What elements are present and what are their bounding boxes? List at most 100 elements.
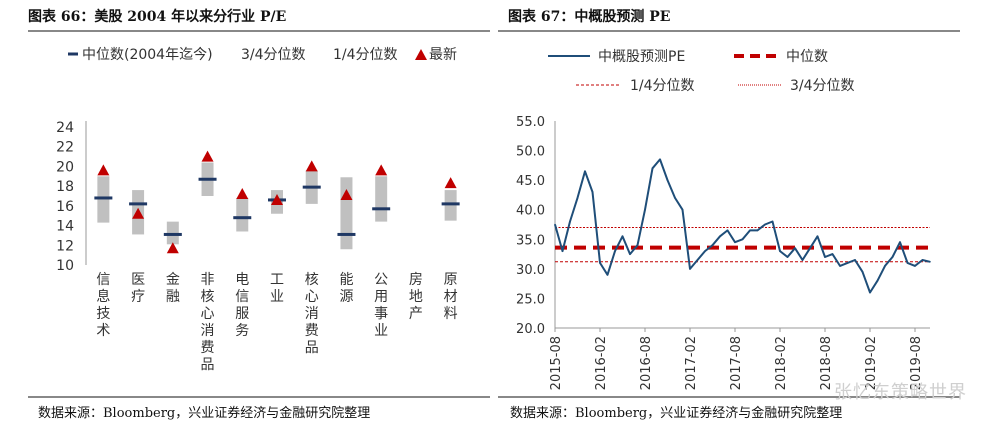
data-point	[824, 256, 826, 258]
median-mark	[129, 202, 148, 206]
data-point	[644, 208, 646, 211]
data-point	[554, 223, 556, 226]
data-point	[891, 256, 894, 258]
median-mark	[163, 232, 182, 236]
quartile-band	[375, 176, 388, 222]
series-line-pe	[554, 158, 931, 294]
category-label-char: 疗	[131, 289, 145, 305]
median-mark	[337, 232, 356, 236]
data-point	[869, 291, 871, 294]
data-point	[719, 235, 721, 238]
right-source-text: 数据来源：Bloomberg，兴业证券经济与金融研究院整理	[510, 406, 843, 421]
median-mark	[441, 202, 460, 206]
category-label-char: 业	[270, 289, 284, 305]
median-mark	[233, 216, 252, 220]
data-point	[726, 229, 729, 232]
data-point	[831, 253, 834, 255]
median-mark	[372, 207, 391, 211]
legend-series-label: 中概股预测PE	[598, 49, 685, 65]
category-label-char: 技	[96, 306, 110, 322]
latest-marker	[132, 207, 145, 219]
y-tick-label: 50.0	[516, 145, 545, 160]
data-point	[861, 271, 864, 273]
quartile-band	[340, 177, 353, 250]
data-point	[606, 273, 609, 276]
left-title-rule	[28, 30, 490, 32]
y-tick-label: 10	[56, 258, 74, 274]
y-tick-label: 25.0	[516, 292, 545, 307]
y-tick-label: 24	[56, 120, 74, 136]
category-label-char: 信	[235, 289, 249, 305]
category-label-char: 材	[444, 289, 458, 305]
category-label-char: 料	[444, 306, 458, 322]
y-tick-label: 20.0	[516, 322, 545, 337]
category-label-char: 医	[131, 272, 145, 288]
data-point	[854, 259, 856, 261]
data-point	[839, 265, 841, 267]
median-mark	[94, 196, 113, 200]
data-point	[681, 208, 684, 211]
x-tick-label: 2016-02	[594, 336, 609, 390]
data-point	[576, 197, 579, 199]
y-tick-label: 14	[56, 219, 74, 235]
y-tick-label: 30.0	[516, 263, 545, 278]
latest-marker	[375, 164, 388, 176]
y-tick-label: 55.0	[516, 115, 545, 130]
data-point	[636, 244, 639, 246]
data-point	[756, 229, 759, 232]
legend-median-label: 中位数(2004年迄今)	[82, 47, 213, 63]
data-point	[771, 220, 774, 223]
data-point	[749, 229, 751, 232]
data-point	[899, 241, 901, 244]
category-label-char: 品	[201, 357, 215, 373]
latest-marker	[271, 193, 283, 205]
left-source-rule	[28, 396, 490, 398]
data-point	[914, 265, 916, 267]
right-chart: 中概股预测PE 中位数 1/4分位数 3/4分位数 20.0 25.0 30.0 35.0 40…	[516, 49, 931, 390]
data-point	[711, 244, 714, 246]
data-point	[921, 259, 924, 261]
data-point	[794, 247, 796, 249]
legend-latest-label: 最新	[429, 47, 457, 63]
data-point	[929, 260, 931, 263]
y-tick-label: 18	[56, 179, 74, 195]
right-source-rule	[498, 396, 960, 398]
legend-latest-marker	[415, 49, 427, 60]
legend-q1-label: 1/4分位数	[630, 78, 695, 94]
legend-median-label: 中位数	[786, 49, 828, 65]
data-point	[786, 256, 789, 258]
data-point	[689, 268, 691, 270]
legend-q3-label: 3/4分位数	[790, 78, 855, 94]
x-tick-label: 2016-08	[639, 336, 654, 390]
category-label-char: 费	[305, 323, 319, 339]
category-label-char: 核	[201, 289, 215, 305]
category-label-char: 核	[305, 272, 319, 288]
category-label-char: 消	[201, 323, 215, 339]
right-title-rule	[498, 30, 960, 32]
y-tick-label: 45.0	[516, 174, 545, 189]
y-tick-label: 35.0	[516, 233, 545, 248]
data-point	[561, 250, 564, 252]
data-point	[666, 179, 669, 181]
data-point	[629, 253, 631, 255]
data-point	[734, 241, 736, 244]
category-label-char: 事	[374, 306, 388, 322]
x-tick-label: 2017-08	[729, 336, 744, 390]
category-label-char: 工	[270, 272, 284, 288]
data-point	[614, 250, 616, 252]
watermark-text: 张忆东策略世界	[834, 382, 967, 403]
data-point	[704, 250, 706, 252]
category-label-char: 术	[96, 323, 110, 339]
legend-q3-label: 3/4分位数	[241, 47, 306, 63]
data-point	[696, 259, 699, 261]
category-label-char: 费	[201, 340, 215, 356]
left-source-text: 数据来源：Bloomberg，兴业证券经济与金融研究院整理	[38, 406, 371, 421]
x-tick-label: 2018-08	[819, 336, 834, 390]
data-point	[846, 262, 849, 264]
latest-marker	[444, 177, 457, 189]
left-chart: 中位数(2004年迄今) 3/4分位数 1/4分位数 最新 10 12 14 16 18 20 22…	[56, 47, 460, 373]
category-label-char: 地	[409, 289, 423, 305]
data-point	[621, 235, 624, 238]
right-figure-title: 图表 67：中概股预测 PE	[508, 9, 671, 25]
data-point	[779, 250, 781, 252]
